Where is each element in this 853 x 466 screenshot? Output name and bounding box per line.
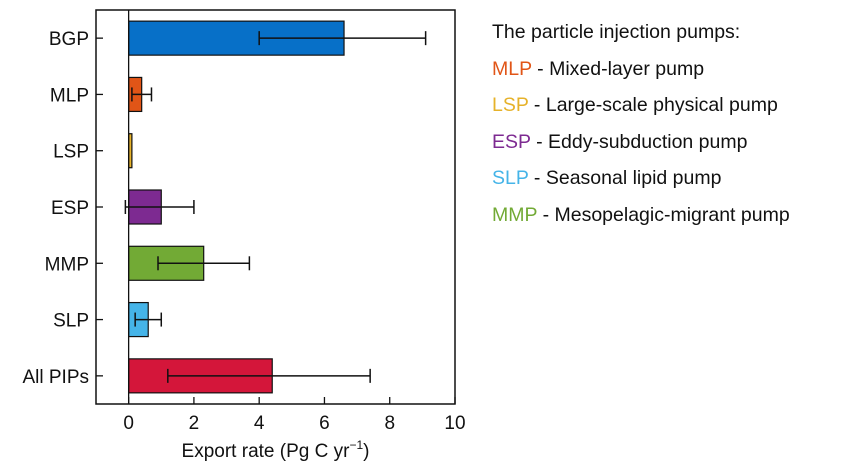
y-tick-label: All PIPs xyxy=(22,367,89,388)
error-bars-group xyxy=(124,31,427,383)
error-bar xyxy=(167,368,371,383)
y-axis: BGP MLP LSP ESP MMP SLP All PIPs xyxy=(22,29,103,388)
x-axis-label-close: ) xyxy=(363,441,369,462)
legend: The particle injection pumps: MLP - Mixe… xyxy=(492,14,790,233)
x-axis-label-sup: −1 xyxy=(349,438,363,452)
legend-item-slp: SLP - Seasonal lipid pump xyxy=(492,160,790,197)
legend-item-abbr: LSP xyxy=(492,94,529,116)
x-tick-label: 10 xyxy=(444,413,465,434)
x-axis: 0 2 4 6 8 10 xyxy=(123,397,466,434)
y-tick-label: BGP xyxy=(49,29,89,50)
y-tick-label: MLP xyxy=(50,85,89,106)
error-bar xyxy=(258,31,427,46)
legend-item-abbr: SLP xyxy=(492,167,529,189)
legend-item-desc: - Seasonal lipid pump xyxy=(528,167,722,189)
y-tick-label: MMP xyxy=(45,254,89,275)
x-tick-label: 2 xyxy=(189,413,200,434)
legend-item-abbr: MLP xyxy=(492,57,532,80)
legend-item-mlp: MLP - Mixed-layer pump xyxy=(492,51,790,88)
x-tick-label: 6 xyxy=(319,413,330,434)
legend-items: MLP - Mixed-layer pump LSP - Large-scale … xyxy=(492,51,790,234)
error-bar xyxy=(124,200,195,214)
error-bar xyxy=(157,256,251,271)
legend-item-desc: - Eddy-subduction pump xyxy=(530,130,748,153)
legend-item-lsp: LSP - Large-scale physical pump xyxy=(492,87,790,124)
legend-item-abbr: MMP xyxy=(492,203,538,226)
legend-item-abbr: ESP xyxy=(492,130,531,153)
legend-item-desc: - Large-scale physical pump xyxy=(528,94,778,116)
error-bar xyxy=(131,87,153,102)
y-tick-label: LSP xyxy=(53,142,89,163)
error-bar xyxy=(134,312,163,327)
x-tick-label: 0 xyxy=(123,413,134,434)
legend-item-mmp: MMP - Mesopelagic-migrant pump xyxy=(492,197,790,234)
x-axis-label-main: Export rate (Pg C yr xyxy=(182,441,351,462)
x-axis-label: Export rate (Pg C yr−1) xyxy=(182,438,370,462)
x-tick-label: 4 xyxy=(254,413,265,434)
legend-item-esp: ESP - Eddy-subduction pump xyxy=(492,124,790,161)
y-tick-label: SLP xyxy=(53,311,89,332)
legend-item-desc: - Mesopelagic-migrant pump xyxy=(537,203,790,226)
legend-title: The particle injection pumps: xyxy=(492,21,741,43)
legend-item-desc: - Mixed-layer pump xyxy=(531,57,705,80)
bar-chart: BGP MLP LSP ESP MMP SLP All PIPs 0 2 4 6 8 10 Expor… xyxy=(22,9,466,462)
x-tick-label: 8 xyxy=(384,413,395,434)
y-tick-label: ESP xyxy=(51,198,89,219)
